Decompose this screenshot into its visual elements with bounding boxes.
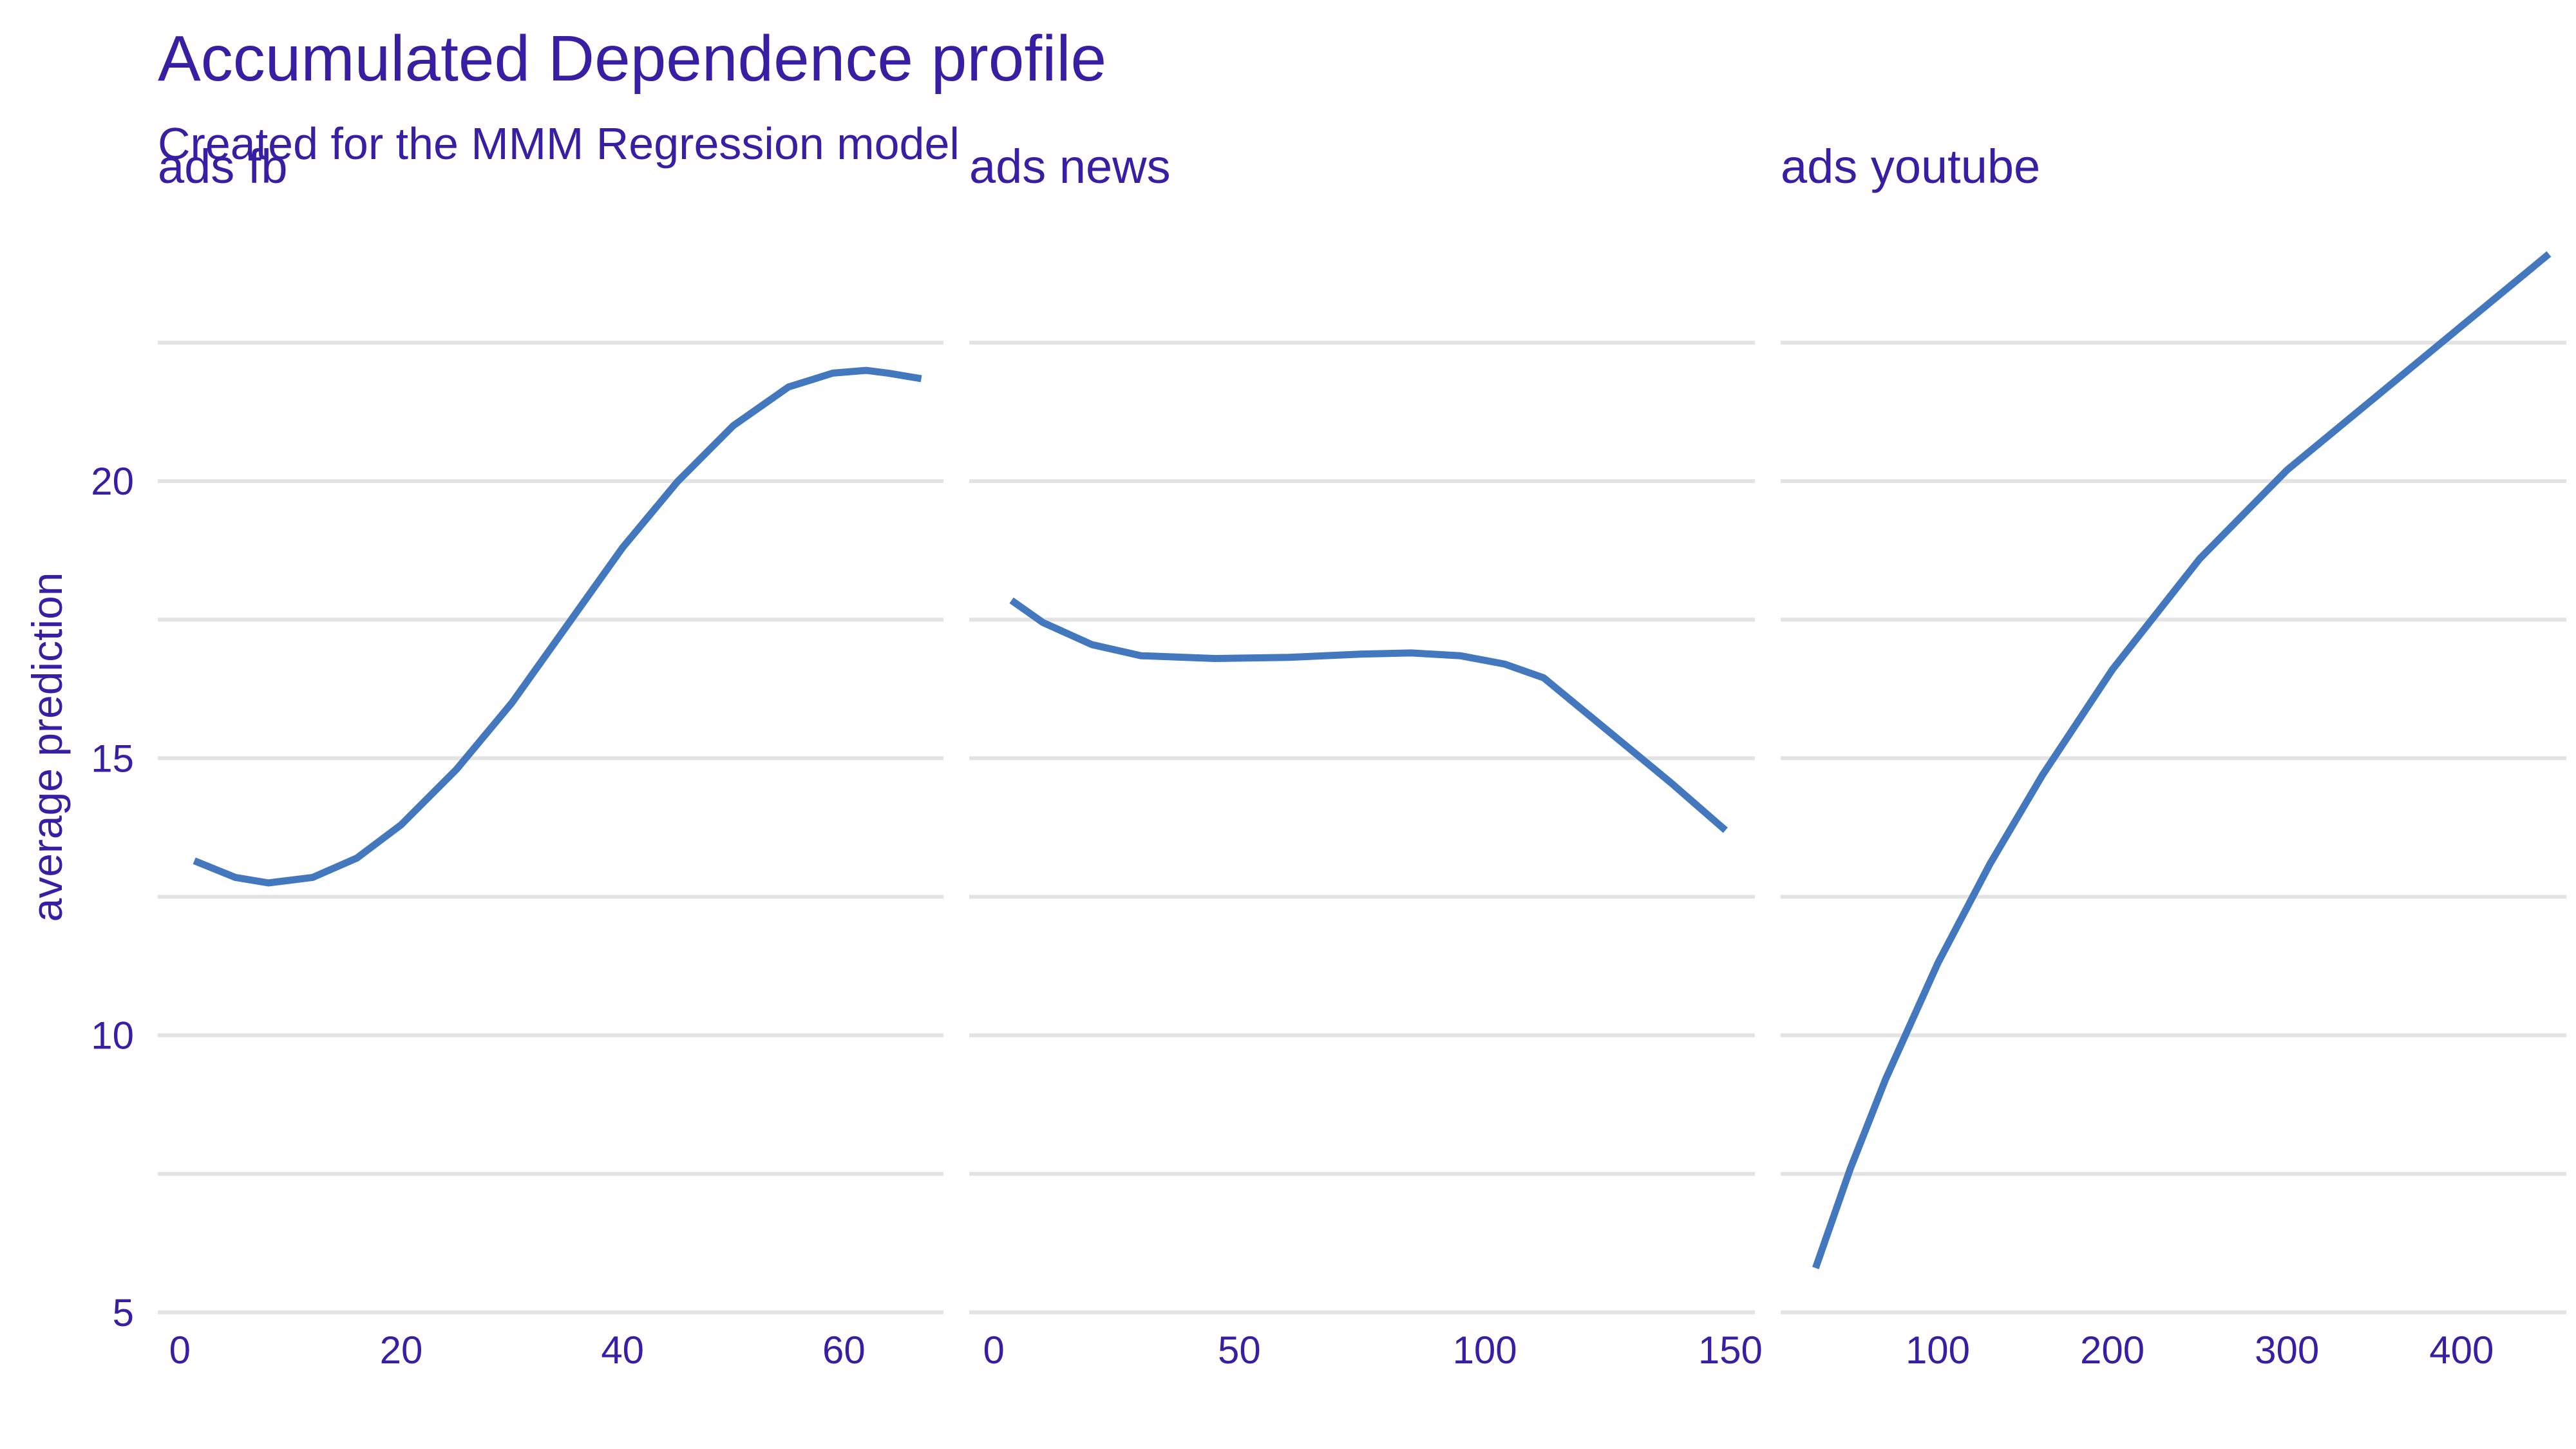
series-line bbox=[1009, 597, 1728, 833]
x-tick-label: 400 bbox=[2429, 1329, 2494, 1372]
x-tick-label: 100 bbox=[1453, 1329, 1517, 1372]
y-tick-label: 10 bbox=[91, 1014, 134, 1057]
y-axis-label: average prediction bbox=[23, 572, 71, 922]
y-tick-label: 20 bbox=[91, 460, 134, 503]
x-tick-label: 200 bbox=[2080, 1329, 2145, 1372]
chart-title: Accumulated Dependence profile bbox=[158, 23, 1106, 95]
x-tick-label: 0 bbox=[983, 1329, 1004, 1372]
panel-label: ads youtube bbox=[1781, 140, 2040, 193]
x-tick-label: 50 bbox=[1218, 1329, 1261, 1372]
x-tick-label: 20 bbox=[380, 1329, 423, 1372]
x-tick-label: 300 bbox=[2255, 1329, 2319, 1372]
panel-label: ads news bbox=[969, 140, 1171, 193]
y-axis-ticks: 5 10 15 20 bbox=[91, 460, 134, 1334]
panel-label: ads fb bbox=[158, 140, 288, 193]
y-tick-label: 15 bbox=[91, 737, 134, 780]
panel-0: ads fb 0 20 40 60 bbox=[158, 140, 943, 1372]
x-tick-label: 0 bbox=[169, 1329, 191, 1372]
series-line bbox=[1812, 251, 2552, 1269]
y-tick-label: 5 bbox=[113, 1291, 134, 1334]
panels: ads fb 0 20 40 60 ads news 0 50 100 150 ads youtub… bbox=[158, 140, 2566, 1372]
x-tick-label: 100 bbox=[1906, 1329, 1970, 1372]
x-tick-label: 60 bbox=[822, 1329, 866, 1372]
series-line bbox=[193, 366, 922, 887]
chart-subtitle: Created for the MMM Regression model bbox=[158, 118, 960, 169]
panel-1: ads news 0 50 100 150 bbox=[969, 140, 1763, 1372]
x-tick-label: 150 bbox=[1698, 1329, 1763, 1372]
x-tick-label: 40 bbox=[601, 1329, 644, 1372]
panel-2: ads youtube 100 200 300 400 bbox=[1781, 140, 2566, 1372]
